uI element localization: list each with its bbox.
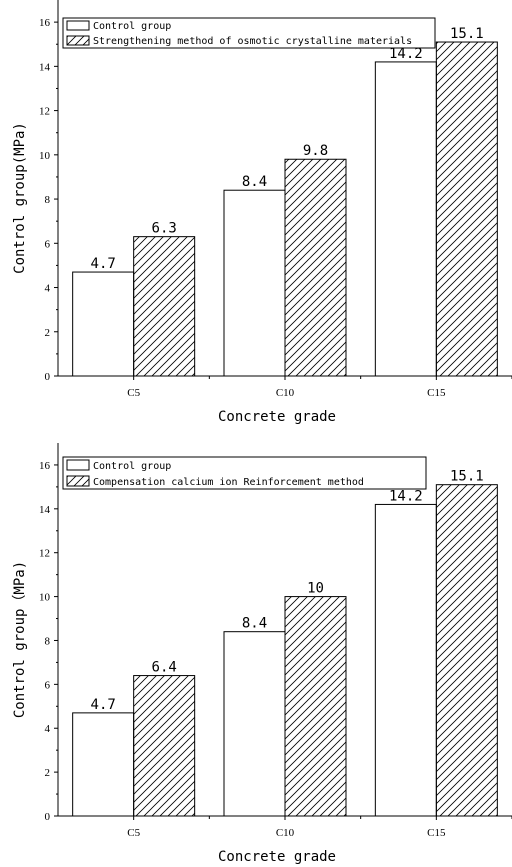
x-tick-label: C5: [127, 827, 140, 839]
bar-c5-series-1: [133, 675, 196, 817]
y-tick-label: 12: [39, 548, 50, 560]
bar-c15-series-0: [374, 61, 437, 377]
bar-c15-series-1: [435, 41, 498, 377]
y-tick-label: 8: [45, 194, 51, 206]
chart-2-legend-label-control: Control group: [93, 461, 171, 472]
bar-c5-series-0: [72, 271, 135, 377]
chart-1-legend: Control group Strengthening method of os…: [62, 17, 436, 49]
chart-1-legend-label-method: Strengthening method of osmotic crystall…: [93, 36, 412, 47]
chart-1-value-labels: 4.7 6.3 8.4 9.8 14.2 15.1: [91, 26, 484, 272]
bar-c10-series-0: [223, 189, 286, 377]
chart-1-x-axis: C5 C10 C15: [127, 376, 512, 399]
chart-1-legend-swatch-method: [66, 35, 90, 46]
x-tick-label: C15: [427, 827, 446, 839]
chart-1-x-axis-title: Concrete grade: [218, 409, 336, 425]
x-tick-label: C10: [276, 827, 295, 839]
value-label: 6.3: [152, 221, 177, 237]
bar-c5-series-1: [133, 236, 196, 377]
y-tick-label: 16: [39, 17, 51, 29]
x-tick-label: C5: [127, 387, 140, 399]
y-tick-label: 0: [45, 371, 51, 383]
chart-1-y-axis: 0 2 4 6 8 10 12 14 16: [39, 17, 58, 383]
value-label: 15.1: [450, 469, 484, 485]
bar-c15-series-1: [435, 484, 498, 817]
chart-1-legend-swatch-control: [66, 20, 90, 31]
y-tick-label: 6: [45, 238, 51, 250]
bar-c15-series-0: [374, 503, 437, 817]
chart-1: 0 2 4 6 8 10 12 14 16 4.7 6.3 8.4 9.8 14.2 15.1 C5 C10…: [12, 0, 512, 425]
chart-2-legend-box: [62, 456, 427, 490]
y-tick-label: 8: [45, 635, 51, 647]
value-label: 8.4: [242, 616, 267, 632]
chart-2-x-axis: C5 C10 C15: [127, 816, 512, 839]
chart-2-x-axis-title: Concrete grade: [218, 849, 336, 865]
y-tick-label: 0: [45, 811, 51, 823]
y-tick-label: 10: [39, 592, 51, 604]
x-tick-label: C10: [276, 387, 295, 399]
chart-1-bars: [72, 41, 498, 377]
value-label: 8.4: [242, 174, 267, 190]
bar-c10-series-1: [284, 596, 347, 817]
chart-2-legend-label-method: Compensation calcium ion Reinforcement m…: [93, 477, 364, 488]
y-tick-label: 2: [45, 767, 51, 779]
chart-2-legend-swatch-control: [66, 459, 90, 471]
x-tick-label: C15: [427, 387, 446, 399]
chart-1-legend-label-control: Control group: [93, 21, 171, 32]
bar-c10-series-1: [284, 158, 347, 377]
value-label: 9.8: [303, 143, 328, 159]
y-tick-label: 2: [45, 327, 51, 339]
y-tick-label: 14: [39, 61, 51, 73]
y-tick-label: 14: [39, 504, 51, 516]
chart-2-y-axis: 0 2 4 6 8 10 12 14 16: [39, 460, 58, 823]
y-tick-label: 6: [45, 679, 51, 691]
value-label: 6.4: [152, 660, 177, 676]
bar-c10-series-0: [223, 631, 286, 817]
chart-2-legend-swatch-method: [66, 475, 90, 487]
value-label: 14.2: [389, 488, 423, 504]
value-label: 14.2: [389, 46, 423, 62]
y-tick-label: 10: [39, 150, 51, 162]
bar-c5-series-0: [72, 712, 135, 817]
chart-2-legend: Control group Compensation calcium ion R…: [62, 456, 427, 490]
value-label: 15.1: [450, 26, 484, 42]
chart-2-y-axis-title: Control group（MPa): [12, 561, 28, 718]
chart-1-y-axis-title: Control group(MPa): [12, 122, 28, 274]
value-label: 4.7: [91, 256, 116, 272]
chart-1-legend-box: [62, 17, 436, 49]
y-tick-label: 12: [39, 106, 50, 118]
y-tick-label: 4: [45, 283, 51, 295]
chart-2-bars: [72, 484, 498, 817]
y-tick-label: 4: [45, 723, 51, 735]
y-tick-label: 16: [39, 460, 51, 472]
value-label: 10: [307, 581, 324, 597]
value-label: 4.7: [91, 697, 116, 713]
chart-2-value-labels: 4.7 6.4 8.4 10 14.2 15.1: [91, 469, 484, 713]
